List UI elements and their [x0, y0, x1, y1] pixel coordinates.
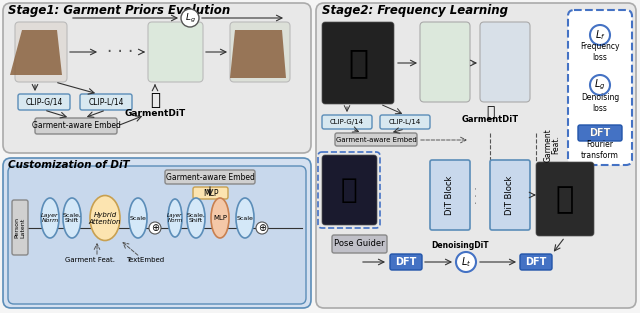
- Circle shape: [590, 75, 610, 95]
- Text: 🖼️: 🖼️: [340, 176, 357, 204]
- FancyBboxPatch shape: [230, 22, 290, 82]
- Text: DFT: DFT: [396, 257, 417, 267]
- Text: CLIP-G/14: CLIP-G/14: [26, 98, 63, 106]
- Circle shape: [181, 9, 199, 27]
- Text: 🔥: 🔥: [150, 91, 160, 109]
- FancyBboxPatch shape: [3, 3, 311, 153]
- FancyBboxPatch shape: [322, 115, 372, 129]
- FancyBboxPatch shape: [480, 22, 530, 102]
- Ellipse shape: [63, 198, 81, 238]
- FancyBboxPatch shape: [335, 133, 417, 146]
- Text: ⊕: ⊕: [258, 223, 266, 233]
- Text: Garment-aware Embed: Garment-aware Embed: [166, 172, 255, 182]
- Text: Garment: Garment: [543, 128, 552, 162]
- Text: 🔥: 🔥: [486, 105, 494, 119]
- Text: Pose Guider: Pose Guider: [334, 239, 385, 249]
- Ellipse shape: [129, 198, 147, 238]
- FancyBboxPatch shape: [390, 254, 422, 270]
- Text: Scale,
Shift: Scale, Shift: [63, 213, 81, 223]
- Text: MLP: MLP: [203, 188, 218, 198]
- FancyBboxPatch shape: [536, 162, 594, 236]
- Text: Scale: Scale: [129, 215, 147, 220]
- FancyBboxPatch shape: [490, 160, 530, 230]
- FancyBboxPatch shape: [380, 115, 430, 129]
- FancyBboxPatch shape: [420, 22, 470, 102]
- Text: DiT Block: DiT Block: [445, 175, 454, 215]
- FancyBboxPatch shape: [578, 125, 622, 141]
- Text: 👤: 👤: [556, 186, 574, 214]
- Circle shape: [590, 25, 610, 45]
- Text: Layer
Norm: Layer Norm: [167, 213, 182, 223]
- FancyBboxPatch shape: [12, 200, 28, 255]
- FancyBboxPatch shape: [165, 170, 255, 184]
- FancyBboxPatch shape: [568, 10, 632, 165]
- FancyBboxPatch shape: [18, 94, 70, 110]
- Text: · · ·: · · ·: [107, 43, 133, 61]
- Text: DFT: DFT: [589, 128, 611, 138]
- FancyBboxPatch shape: [148, 22, 203, 82]
- Text: Customization of DiT: Customization of DiT: [8, 160, 130, 170]
- Ellipse shape: [168, 199, 182, 237]
- Text: $L_t$: $L_t$: [461, 255, 471, 269]
- Polygon shape: [230, 30, 286, 78]
- Ellipse shape: [236, 198, 254, 238]
- FancyBboxPatch shape: [35, 118, 117, 134]
- Circle shape: [256, 222, 268, 234]
- FancyBboxPatch shape: [80, 94, 132, 110]
- Text: CLIP-L/14: CLIP-L/14: [389, 119, 421, 125]
- FancyBboxPatch shape: [322, 155, 377, 225]
- FancyBboxPatch shape: [8, 166, 306, 304]
- FancyBboxPatch shape: [15, 22, 67, 82]
- Text: $L_g$: $L_g$: [184, 12, 195, 24]
- Text: Scale: Scale: [237, 215, 253, 220]
- Ellipse shape: [187, 198, 205, 238]
- Text: · · ·: · · ·: [472, 186, 482, 204]
- FancyBboxPatch shape: [520, 254, 552, 270]
- Text: Person
Latent: Person Latent: [15, 217, 26, 238]
- Text: Fourier
transform: Fourier transform: [581, 140, 619, 160]
- Text: GarmentDiT: GarmentDiT: [461, 115, 518, 125]
- Ellipse shape: [41, 198, 59, 238]
- Text: MLP: MLP: [213, 215, 227, 221]
- Text: Stage2: Frequency Learning: Stage2: Frequency Learning: [322, 4, 508, 17]
- Text: Scale,
Shift: Scale, Shift: [187, 213, 205, 223]
- FancyBboxPatch shape: [316, 3, 636, 308]
- Text: $L_g$: $L_g$: [595, 78, 605, 92]
- FancyBboxPatch shape: [332, 235, 387, 253]
- Text: DFT: DFT: [589, 128, 611, 138]
- Text: CLIP-G/14: CLIP-G/14: [330, 119, 364, 125]
- Text: Feat.: Feat.: [552, 136, 561, 154]
- Circle shape: [456, 252, 476, 272]
- Ellipse shape: [90, 196, 120, 240]
- Polygon shape: [10, 30, 62, 75]
- Text: Layer
Norm: Layer Norm: [41, 213, 59, 223]
- Text: Hybrid
Attention: Hybrid Attention: [89, 212, 121, 224]
- Text: Garment-aware Embed: Garment-aware Embed: [31, 121, 120, 131]
- Text: 🧥: 🧥: [348, 47, 368, 80]
- Text: Stage1: Garment Priors Evolution: Stage1: Garment Priors Evolution: [8, 4, 230, 17]
- FancyBboxPatch shape: [193, 187, 228, 199]
- Circle shape: [149, 222, 161, 234]
- Text: ⊕: ⊕: [151, 223, 159, 233]
- Text: Frequency
loss: Frequency loss: [580, 42, 620, 62]
- Text: DiT Block: DiT Block: [506, 175, 515, 215]
- FancyBboxPatch shape: [3, 158, 311, 308]
- Text: Garment Feat.: Garment Feat.: [65, 257, 115, 263]
- Ellipse shape: [211, 198, 229, 238]
- Text: Garment-aware Embed: Garment-aware Embed: [335, 136, 417, 142]
- Text: DenoisingDiT: DenoisingDiT: [431, 240, 489, 249]
- Text: DFT: DFT: [525, 257, 547, 267]
- Text: TextEmbed: TextEmbed: [126, 257, 164, 263]
- Text: CLIP-L/14: CLIP-L/14: [88, 98, 124, 106]
- Text: $L_f$: $L_f$: [595, 28, 605, 42]
- Text: Denoising
loss: Denoising loss: [581, 93, 619, 113]
- Text: GarmentDiT: GarmentDiT: [124, 110, 186, 119]
- FancyBboxPatch shape: [430, 160, 470, 230]
- FancyBboxPatch shape: [322, 22, 394, 104]
